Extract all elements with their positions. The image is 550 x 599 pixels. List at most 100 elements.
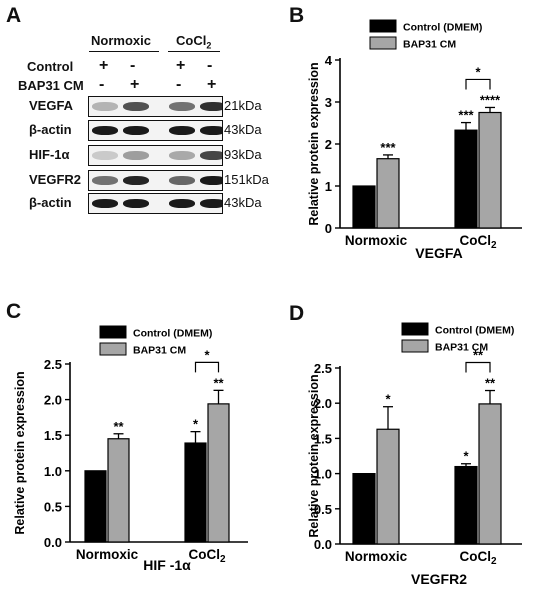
bar bbox=[478, 111, 502, 229]
blot-band bbox=[169, 199, 195, 208]
legend-swatch bbox=[369, 36, 397, 50]
blot-band bbox=[200, 102, 222, 111]
blot-size-label: 21kDa bbox=[224, 98, 262, 113]
y-tick-label: 4 bbox=[325, 53, 333, 68]
significance-label: ** bbox=[213, 375, 224, 390]
bar bbox=[376, 158, 400, 229]
comparison-label: ** bbox=[473, 348, 484, 363]
panel-letter-c: C bbox=[6, 300, 22, 323]
bar bbox=[207, 403, 230, 543]
blot-band bbox=[169, 102, 195, 111]
x-axis-label: VEGFA bbox=[415, 245, 462, 261]
blot-protein-label: VEGFR2 bbox=[29, 172, 82, 187]
x-tick-label: Normoxic bbox=[345, 549, 408, 564]
legend-label: Control (DMEM) bbox=[403, 22, 482, 34]
treatment-label-control: Control bbox=[27, 59, 74, 74]
x-tick-label: CoCl2 bbox=[459, 549, 497, 567]
condition-label-normoxic: Normoxic bbox=[91, 33, 151, 48]
y-tick-label: 2.5 bbox=[314, 361, 332, 376]
y-tick-label: 0.0 bbox=[44, 535, 62, 550]
y-tick-label: 2.0 bbox=[44, 393, 62, 408]
blot-strip bbox=[88, 145, 223, 166]
significance-label: ** bbox=[485, 376, 496, 391]
x-axis-label: HIF -1α bbox=[143, 557, 191, 573]
panel-letter-d: D bbox=[289, 302, 305, 325]
legend-swatch bbox=[99, 342, 127, 356]
blot-protein-label: HIF-1α bbox=[29, 147, 70, 162]
comparison-label: * bbox=[204, 347, 210, 362]
x-tick-label: Normoxic bbox=[345, 233, 408, 248]
blot-size-label: 43kDa bbox=[224, 122, 262, 137]
panel-letter-a: A bbox=[6, 4, 22, 27]
condition-underline bbox=[89, 51, 159, 52]
blot-strip bbox=[88, 120, 223, 141]
significance-label: ** bbox=[113, 419, 124, 434]
y-axis-label: Relative protein expression bbox=[307, 62, 321, 225]
panel-letter-b: B bbox=[289, 4, 305, 27]
blot-band bbox=[92, 126, 118, 135]
blot-band bbox=[169, 176, 195, 185]
blot-strip bbox=[88, 193, 223, 214]
treatment-label-bap31: BAP31 CM bbox=[18, 78, 84, 93]
cocl2-label: CoCl2 bbox=[176, 33, 212, 51]
bar bbox=[376, 428, 400, 545]
blot-size-label: 43kDa bbox=[224, 195, 262, 210]
significance-label: * bbox=[385, 392, 391, 407]
y-tick-label: 2.5 bbox=[44, 357, 62, 372]
treatment-sign: - bbox=[130, 57, 136, 74]
bar bbox=[454, 129, 478, 229]
blot-strip bbox=[88, 170, 223, 191]
y-tick-label: 3 bbox=[325, 95, 332, 110]
legend-swatch bbox=[369, 19, 397, 33]
blot-band bbox=[92, 102, 118, 111]
legend-swatch bbox=[401, 339, 429, 353]
y-tick-label: 1 bbox=[325, 179, 332, 194]
condition-label-cocl2: CoCl2 bbox=[176, 33, 211, 51]
treatment-sign: + bbox=[130, 76, 140, 93]
y-tick-label: 0.0 bbox=[314, 537, 332, 552]
y-axis-label: Relative protein expression bbox=[307, 374, 321, 537]
legend-swatch bbox=[99, 325, 127, 339]
blot-band bbox=[200, 176, 222, 185]
bar bbox=[454, 465, 478, 545]
blot-strip bbox=[88, 96, 223, 117]
bar bbox=[352, 185, 376, 229]
chart-hif1a: Control (DMEM) BAP31 CM 0.0 0.5 1.0 1.5 2.0 2.5… bbox=[13, 325, 248, 573]
significance-label: * bbox=[193, 417, 199, 432]
y-tick-label: 2.0 bbox=[314, 396, 332, 411]
comparison-bracket bbox=[465, 361, 491, 373]
significance-label: *** bbox=[380, 140, 396, 155]
significance-label: *** bbox=[458, 108, 474, 123]
blot-band bbox=[169, 151, 195, 160]
chart-vegfr2: Control (DMEM) BAP31 CM 0.0 0.5 1.0 1.5 2.0 2.5… bbox=[307, 322, 522, 587]
y-axis-label: Relative protein expression bbox=[13, 371, 27, 534]
x-axis-label: VEGFR2 bbox=[411, 571, 467, 587]
legend-label: Control (DMEM) bbox=[435, 325, 514, 337]
blot-protein-label: β-actin bbox=[29, 122, 72, 137]
blot-band bbox=[200, 126, 222, 135]
bar bbox=[184, 442, 207, 543]
blot-band bbox=[123, 176, 149, 185]
treatment-sign: - bbox=[176, 76, 182, 93]
blot-band bbox=[200, 151, 222, 160]
blot-band bbox=[123, 151, 149, 160]
y-tick-label: 1.5 bbox=[314, 431, 332, 446]
comparison-bracket bbox=[465, 78, 491, 90]
x-tick-label: CoCl2 bbox=[459, 233, 497, 251]
blot-band bbox=[123, 126, 149, 135]
blot-band bbox=[92, 176, 118, 185]
bar bbox=[84, 470, 107, 543]
blot-band bbox=[123, 199, 149, 208]
legend-label: BAP31 CM bbox=[435, 342, 488, 354]
blot-band bbox=[200, 199, 222, 208]
treatment-sign: + bbox=[99, 57, 109, 74]
y-tick-label: 0 bbox=[325, 221, 332, 236]
y-tick-label: 0.5 bbox=[314, 502, 332, 517]
subscript: 2 bbox=[206, 40, 212, 51]
significance-label: **** bbox=[480, 92, 501, 107]
y-tick-label: 1.0 bbox=[314, 467, 332, 482]
treatment-sign: - bbox=[99, 76, 105, 93]
bar bbox=[107, 438, 130, 543]
chart-vegfa: Control (DMEM) BAP31 CM 0 1 2 3 4 Relative prot… bbox=[307, 19, 522, 261]
x-tick-label: CoCl2 bbox=[188, 547, 226, 565]
